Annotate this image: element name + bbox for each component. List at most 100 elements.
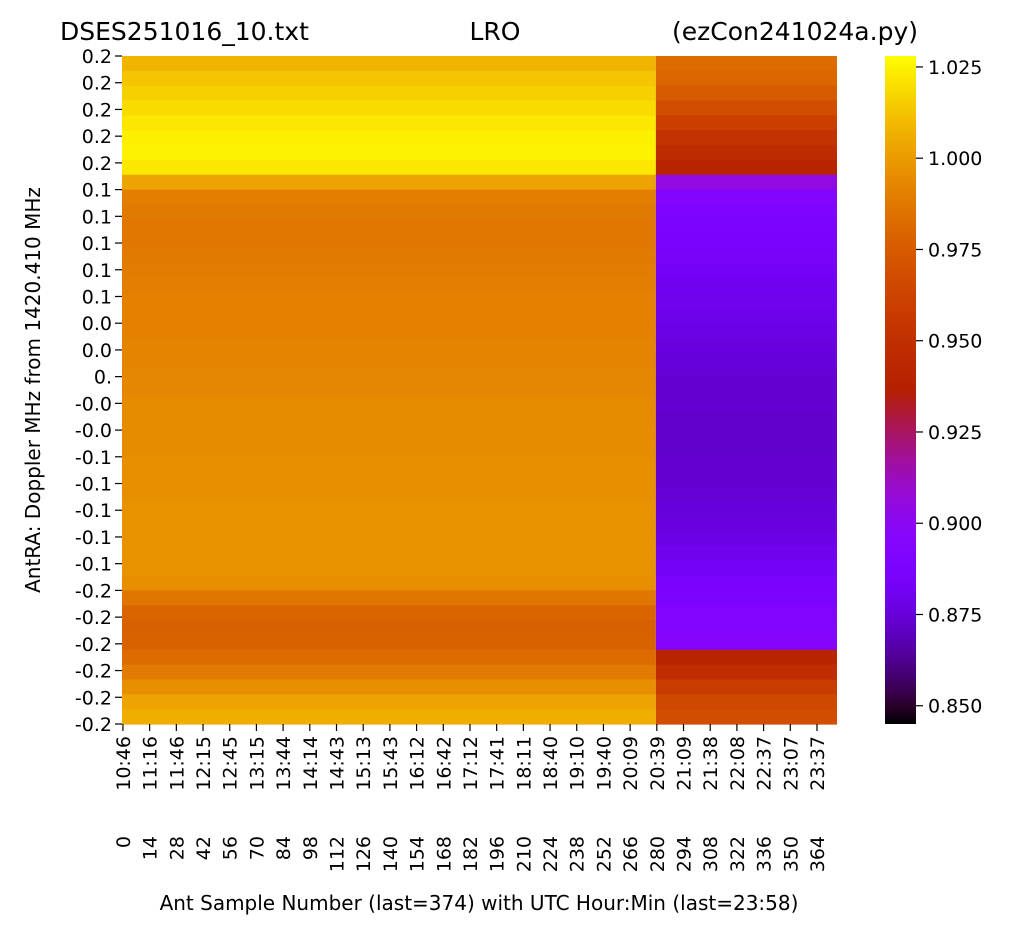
y-tick-label: -0.1 [75,554,112,576]
x-tick-time-label: 11:46 [166,736,188,791]
x-tick-sample-label: 14 [140,836,162,860]
y-axis-label: AntRA: Doppler MHz from 1420.410 MHz [21,187,45,593]
heatmap-cell [655,293,837,309]
x-tick-time-label: 13:44 [273,736,295,791]
x-tick-sample-label: 350 [780,836,802,872]
x-tick-time-label: 12:15 [193,736,215,791]
x-tick-time-label: 22:37 [754,736,776,791]
heatmap-cell [655,234,837,250]
colorbar [885,56,916,724]
heatmap-cell [122,634,656,651]
heatmap-cell [122,501,656,517]
heatmap-cell [655,516,837,532]
x-tick-time-label: 17:41 [487,736,509,791]
x-tick-time-label: 23:07 [780,736,802,791]
heatmap-cell [655,338,837,354]
heatmap-cell [655,531,837,547]
y-tick-label: -0.2 [75,661,112,683]
colorbar-tick-label: 1.025 [928,57,982,79]
heatmap-cell [122,545,656,562]
y-tick-label: 0.1 [82,286,112,308]
heatmap-cell [122,174,656,191]
x-tick-time-label: 17:12 [460,736,482,791]
heatmap-cell [655,263,837,280]
x-tick-sample-label: 140 [380,836,402,872]
y-tick-label: -0.1 [75,447,112,469]
x-tick-time-label: 14:14 [300,736,322,791]
heatmap-cell [122,278,656,295]
heatmap-cell [122,70,656,87]
colorbar-tick-label: 1.000 [928,148,982,170]
x-tick-sample-label: 182 [460,836,482,872]
chart-title-center: LRO [470,17,521,46]
heatmap-cell [122,234,656,250]
chart-title-right: (ezCon241024a.py) [672,17,918,46]
colorbar-tick-label: 0.900 [928,513,982,535]
heatmap-cell [655,545,837,562]
heatmap-cell [655,441,837,458]
heatmap-cell [122,531,656,547]
x-axis-label: Ant Sample Number (last=374) with UTC Ho… [160,891,799,915]
x-tick-sample-label: 210 [513,836,535,872]
heatmap-cell [122,338,656,354]
heatmap-cell [655,56,837,72]
x-tick-time-label: 21:09 [674,736,696,791]
heatmap-cell [122,456,656,473]
x-axis-ticks: 10:46 0 11:16 14 11:46 28 12:15 42 12:45 56 13:15 7… [113,724,829,872]
heatmap-cell [122,427,656,443]
x-tick-sample-label: 196 [487,836,509,872]
heatmap-cell [655,189,837,206]
heatmap-cell [122,709,656,725]
x-tick-time-label: 19:40 [593,736,615,791]
x-tick-time-label: 19:10 [567,736,589,791]
heatmap-cell [122,248,656,265]
heatmap-cell [122,397,656,413]
heatmap-cell [655,278,837,295]
x-tick-time-label: 11:16 [140,736,162,791]
y-axis-ticks: 0.2 0.2 0.2 0.2 0.2 0.1 0.1 0.1 0.1 0.1 0.0 0.0 0. -0… [75,46,122,736]
heatmap-cell [655,709,837,725]
y-tick-label: 0.1 [82,206,112,228]
y-tick-label: -0.0 [75,393,112,415]
heatmap-cell [655,174,837,191]
colorbar-ticks: 1.025 1.000 0.975 0.950 0.925 0.900 0.875 0.850 [916,57,982,718]
x-tick-time-label: 23:37 [807,736,829,791]
heatmap-cell [122,441,656,458]
colorbar-tick-label: 0.875 [928,604,982,626]
x-tick-time-label: 21:38 [700,736,722,791]
y-tick-label: 0.2 [82,46,112,68]
heatmap-cell [122,308,656,324]
x-tick-sample-label: 84 [273,836,295,860]
y-tick-label: 0.0 [82,313,112,335]
heatmap-cell [655,486,837,502]
y-tick-label: -0.2 [75,687,112,709]
heatmap-cell [655,115,837,131]
heatmap-cell [122,323,656,339]
x-tick-sample-label: 364 [807,836,829,872]
x-tick-sample-label: 70 [246,836,268,860]
heatmap-cell [655,382,837,399]
heatmap-cell [655,219,837,235]
heatmap-cells [122,56,837,725]
y-tick-label: -0.2 [75,580,112,602]
heatmap-cell [122,263,656,280]
y-tick-label: -0.0 [75,420,112,442]
heatmap-cell [655,308,837,324]
y-tick-label: -0.1 [75,527,112,549]
x-tick-time-label: 20:09 [620,736,642,791]
heatmap-cell [655,620,837,636]
chart-title-left: DSES251016_10.txt [60,17,309,46]
x-tick-sample-label: 56 [220,836,242,860]
x-tick-sample-label: 308 [700,836,722,872]
x-tick-sample-label: 168 [433,836,455,872]
heatmap-cell [655,649,837,666]
heatmap-cell [122,159,656,176]
heatmap-cell [122,85,656,102]
heatmap-cell [122,293,656,309]
heatmap-cell [655,159,837,176]
x-tick-time-label: 20:39 [647,736,669,791]
heatmap-cell [655,634,837,651]
x-tick-time-label: 16:12 [407,736,429,791]
x-tick-time-label: 22:08 [727,736,749,791]
